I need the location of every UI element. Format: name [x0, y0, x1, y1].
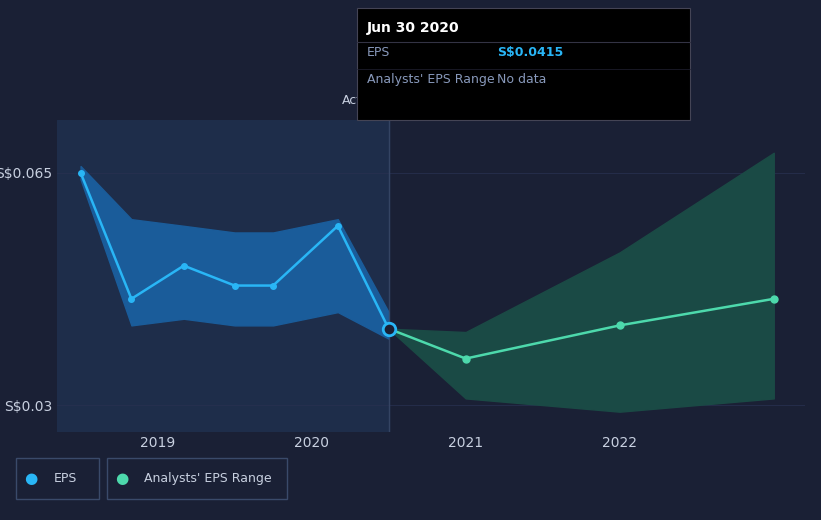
Text: EPS: EPS — [53, 472, 76, 485]
Text: Jun 30 2020: Jun 30 2020 — [367, 21, 460, 35]
Bar — [57, 120, 388, 432]
Text: ●: ● — [25, 471, 38, 486]
Text: No data: No data — [497, 73, 546, 86]
Text: ●: ● — [115, 471, 128, 486]
Text: S$0.0415: S$0.0415 — [497, 46, 563, 59]
Text: Analysts Forecasts: Analysts Forecasts — [397, 94, 513, 107]
Text: EPS: EPS — [367, 46, 390, 59]
Text: Analysts' EPS Range: Analysts' EPS Range — [144, 472, 271, 485]
Text: Analysts' EPS Range: Analysts' EPS Range — [367, 73, 494, 86]
Text: Actual: Actual — [342, 94, 381, 107]
